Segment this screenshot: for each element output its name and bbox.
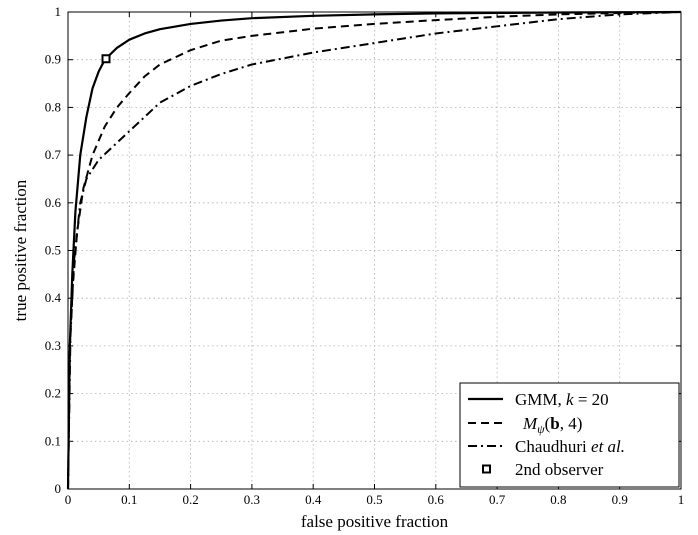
legend-marker-observer xyxy=(482,464,491,474)
legend-label-text: GMM, xyxy=(515,390,566,409)
y-tick-label: 0.7 xyxy=(45,147,62,162)
roc-curves xyxy=(66,10,682,490)
legend-label-2: Mψ(b, 4) xyxy=(522,414,582,436)
series-line-dashed xyxy=(67,11,682,490)
legend-label-symbol: M xyxy=(522,414,538,433)
x-tick-label: 0 xyxy=(65,492,72,507)
y-tick-label: 0.5 xyxy=(45,243,61,258)
x-tick-label: 0.9 xyxy=(612,492,628,507)
y-tick-label: 1 xyxy=(55,4,62,19)
x-tick-label: 0.2 xyxy=(182,492,198,507)
y-tick-label: 0.1 xyxy=(45,433,61,448)
legend-label-text: ( xyxy=(545,414,551,433)
x-tick-label: 0.8 xyxy=(550,492,566,507)
legend-label-variable: k xyxy=(566,390,574,409)
x-tick-label: 0.3 xyxy=(244,492,260,507)
axis-ticks: 0 0.1 0.2 0.3 0.4 0.5 0.6 0.7 0.8 0.9 1 0 0.1 0.2 0.3 0… xyxy=(45,4,685,507)
x-tick-label: 1 xyxy=(678,492,685,507)
y-tick-label: 0.2 xyxy=(45,386,61,401)
y-tick-label: 0.4 xyxy=(45,290,62,305)
legend-label-4: 2nd observer xyxy=(515,460,604,479)
x-tick-label: 0.1 xyxy=(121,492,137,507)
y-tick-label: 0.3 xyxy=(45,338,61,353)
legend-label-text: Chaudhuri xyxy=(515,437,591,456)
x-tick-label: 0.5 xyxy=(366,492,382,507)
x-tick-label: 0.7 xyxy=(489,492,506,507)
x-tick-label: 0.6 xyxy=(428,492,445,507)
y-tick-label: 0 xyxy=(55,481,62,496)
series-line-dashdot xyxy=(67,11,682,490)
legend-box xyxy=(459,382,680,488)
y-tick-label: 0.8 xyxy=(45,99,61,114)
legend-label-text: = 20 xyxy=(574,390,609,409)
y-axis-label: true positive fraction xyxy=(11,179,30,321)
x-tick-label: 0.4 xyxy=(305,492,322,507)
grid-lines xyxy=(68,12,681,489)
x-axis-label: false positive fraction xyxy=(301,512,449,531)
legend-label-italic: et al. xyxy=(591,437,625,456)
legend-label-subscript: ψ xyxy=(537,422,545,436)
y-tick-label: 0.9 xyxy=(45,52,61,67)
observer-point-marker xyxy=(101,54,111,64)
legend-label-text: , 4) xyxy=(560,414,583,433)
legend-label-1: GMM, k = 20 xyxy=(515,390,609,409)
series-line-solid xyxy=(66,10,682,490)
legend-label-bold: b xyxy=(550,414,559,433)
y-tick-label: 0.6 xyxy=(45,195,62,210)
legend-label-3: Chaudhuri et al. xyxy=(515,437,625,456)
